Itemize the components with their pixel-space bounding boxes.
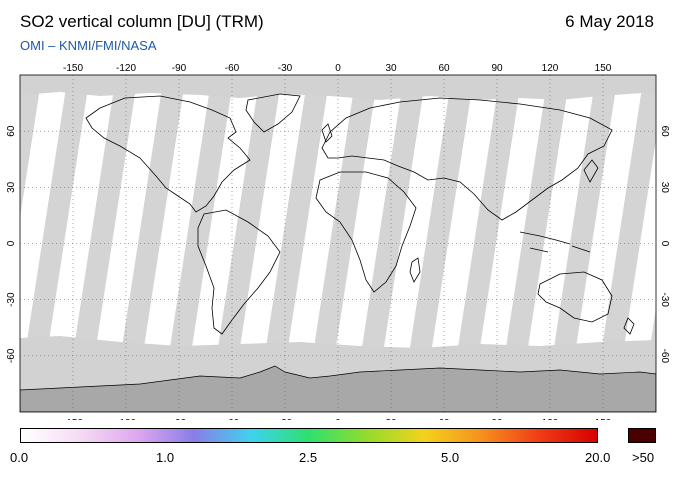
lon-tick-label: 120 [542,418,559,420]
lon-tick-label: -120 [116,63,136,74]
lat-ticks-right: 60 30 0 -30 -60 [659,126,670,364]
colorbar-label: 1.0 [156,450,175,465]
lat-tick-label: 60 [6,125,17,137]
chart-title: SO2 vertical column [DU] (TRM) [20,12,264,31]
colorbar-label: >50 [632,450,655,465]
lon-tick-label: 150 [595,63,612,74]
lon-tick-label: 120 [542,63,559,74]
swath-gap-band [64,75,138,412]
swath-gap-band [20,75,42,218]
lon-tick-label: 30 [385,418,397,420]
lat-tick-label: -60 [659,349,670,364]
swath-gap-band [544,75,618,412]
colorbar [20,428,598,443]
lon-tick-label: 60 [438,63,450,74]
lon-tick-label: -60 [225,63,240,74]
lon-tick-label: 30 [385,63,397,74]
swath-gap-band [352,75,426,412]
lon-ticks-top: -150 -120 -90 -60 -30 0 30 60 90 120 150 [63,63,612,74]
antarctica [20,365,656,412]
colorbar-label: 5.0 [441,450,460,465]
coastlines [85,93,635,335]
lon-ticks-bottom: -150 -120 -90 -60 -30 0 30 60 90 120 150 [63,418,612,420]
lat-tick-label: 60 [659,126,670,138]
lon-tick-label: -30 [278,418,293,420]
lon-tick-label: -150 [63,418,83,420]
lon-tick-label: -90 [172,418,187,420]
lon-tick-label: 90 [491,63,503,74]
lon-tick-label: 150 [595,418,612,420]
colorbar-over-box [628,428,656,443]
swath-gap-band [112,75,186,412]
lon-tick-label: -60 [225,418,240,420]
lon-tick-label: -90 [172,63,187,74]
lon-tick-label: 0 [335,63,341,74]
swath-gap-band [304,75,378,412]
lat-tick-label: 0 [6,240,17,246]
swath-gap-band [20,75,90,412]
swath-gap-band [256,75,330,412]
lon-tick-label: 0 [335,418,341,420]
graticule [20,75,656,412]
lat-tick-label: 0 [659,241,670,247]
lon-tick-label: 90 [491,418,503,420]
credit-label: OMI – KNMI/FMI/NASA [20,38,157,53]
swath-gap-band [496,75,570,412]
lon-tick-label: -120 [116,418,136,420]
lon-tick-label: -150 [63,63,83,74]
lat-tick-label: -30 [659,292,670,307]
lat-tick-label: 30 [6,181,17,193]
lon-tick-label: -30 [278,63,293,74]
lat-tick-label: -60 [6,348,17,363]
lat-ticks-left: 60 30 0 -30 -60 [6,125,17,363]
swath-gap-band [160,75,234,412]
colorbar-label: 0.0 [10,450,29,465]
swath-gap-band [448,75,522,412]
lat-tick-label: -30 [6,292,17,307]
date-label: 6 May 2018 [565,12,654,31]
lon-tick-label: 60 [438,418,450,420]
lat-tick-label: 30 [659,182,670,194]
map-frame [19,74,657,413]
colorbar-label: 2.5 [299,450,318,465]
colorbar-label: 20.0 [585,450,611,465]
swath-gap-band [400,75,474,412]
